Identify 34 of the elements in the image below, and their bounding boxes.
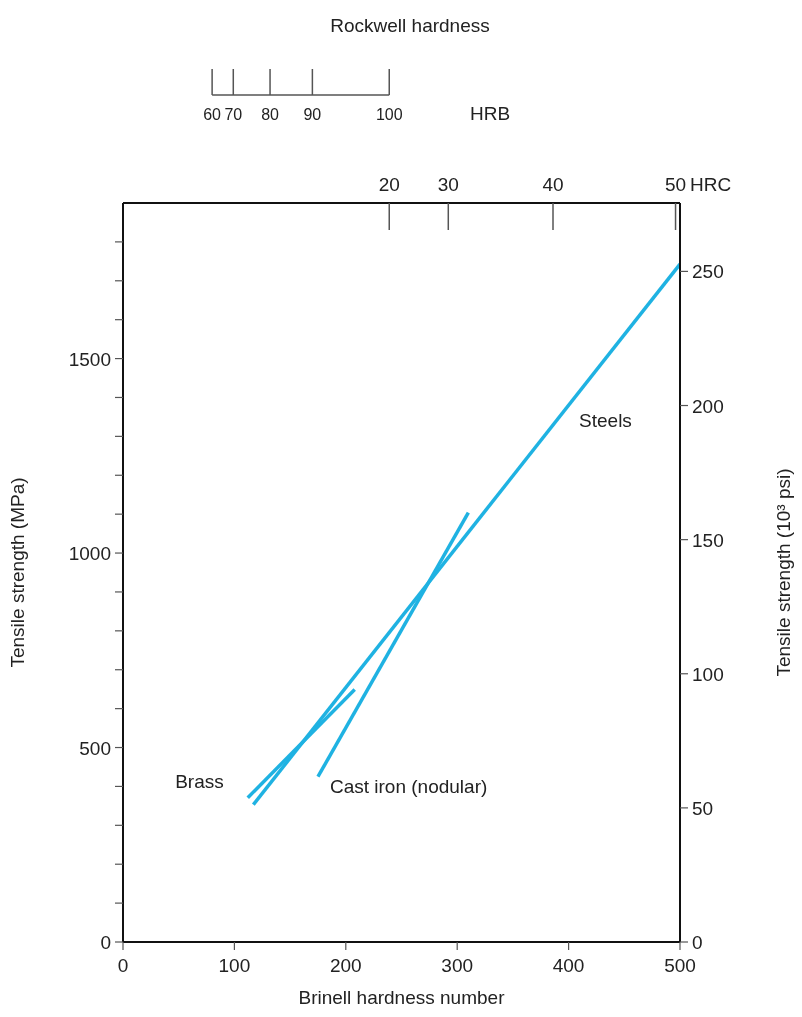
x-tick-label: 300 [441,955,474,976]
y2-tick-label: 250 [692,261,724,283]
y-tick-label: 0 [100,932,111,953]
x-tick-label: 0 [117,955,129,976]
text: 30 [437,174,459,195]
y2-tick-label: 200 [692,395,724,417]
series-label: Brass [175,770,224,792]
text: Rockwell hardness [330,15,490,36]
x-axis-title: Brinell hardness number [298,987,506,1008]
text: 50 [664,174,687,195]
x-tick-label: 500 [664,955,696,976]
text: 80 [261,106,280,123]
y2-tick-label: 50 [692,797,714,819]
y2-tick-label: 0 [692,932,703,953]
y2-tick-label: 150 [692,529,724,551]
text: HRC [690,174,732,195]
text: 100 [375,106,403,123]
series-label: Cast iron (nodular) [329,775,488,797]
text: 60 [203,106,222,123]
x-tick-label: 200 [329,955,362,976]
text: 20 [378,174,400,195]
y-tick-label: 1500 [68,348,111,370]
text: HRB [470,103,511,124]
text: 90 [303,106,322,123]
y-tick-label: 1000 [68,543,111,565]
x-tick-label: 400 [552,955,585,976]
x-tick-label: 100 [218,955,251,976]
text: 40 [542,174,564,195]
y-axis-title: Tensile strength (MPa) [7,477,28,668]
text: 70 [224,106,243,123]
y-tick-label: 500 [79,737,111,759]
series-label: Steels [579,409,632,431]
y2-tick-label: 100 [692,663,724,685]
y2-axis-title: Tensile strength (10³ psi) [773,468,794,677]
